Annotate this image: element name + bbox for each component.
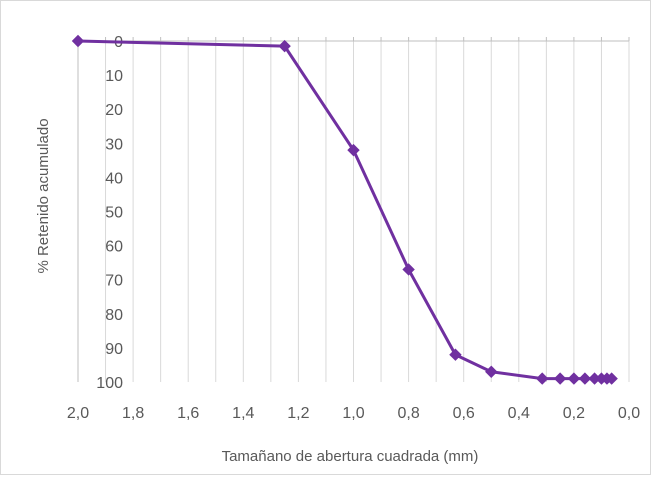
series-line	[77, 39, 612, 381]
data-point-marker	[402, 263, 415, 276]
y-tick-label: 10	[105, 68, 123, 85]
data-point-marker	[347, 143, 360, 157]
y-tick-label: 20	[105, 102, 123, 119]
x-tick-label: 1,6	[177, 405, 199, 422]
x-tick-labels: 2,0 1,8 1,6 1,4 1,2 1,0 0,8 0,6 0,4 0,2 0,0	[67, 405, 640, 422]
data-point-marker	[605, 372, 618, 385]
x-tick-label: 2,0	[67, 405, 89, 422]
y-tick-label: 80	[105, 307, 123, 324]
data-point-marker	[567, 372, 581, 385]
x-tick-label: 1,2	[287, 405, 309, 422]
y-tick-label: 40	[105, 170, 123, 187]
grid-lines	[105, 41, 630, 382]
x-axis-label: Tamañano de abertura cuadrada (mm)	[222, 448, 479, 465]
x-tick-label: 1,8	[122, 405, 144, 422]
x-tick-label: 0,4	[508, 405, 530, 422]
data-point-marker	[71, 34, 85, 48]
data-point-marker	[536, 372, 549, 385]
y-tick-label: 70	[105, 273, 123, 290]
x-tick-label: 1,4	[232, 405, 254, 422]
data-series	[71, 34, 618, 385]
data-point-marker	[278, 39, 291, 53]
data-point-marker	[449, 348, 462, 361]
x-tick-label: 1,0	[342, 405, 364, 422]
y-tick-label: 100	[96, 375, 123, 392]
y-tick-label: 30	[105, 136, 123, 153]
data-point-marker	[553, 372, 567, 385]
data-point-marker	[578, 372, 592, 385]
x-tick-label: 0,0	[618, 405, 640, 422]
y-tick-label: 90	[105, 341, 123, 358]
y-tick-label: 60	[105, 239, 123, 256]
x-tick-label: 0,6	[453, 405, 475, 422]
y-axis-label: % Retenido acumulado	[35, 118, 52, 273]
data-point-marker	[485, 365, 498, 378]
y-tick-label: 50	[105, 205, 123, 222]
x-tick-label: 0,8	[397, 405, 419, 422]
x-tick-label: 0,2	[563, 405, 585, 422]
